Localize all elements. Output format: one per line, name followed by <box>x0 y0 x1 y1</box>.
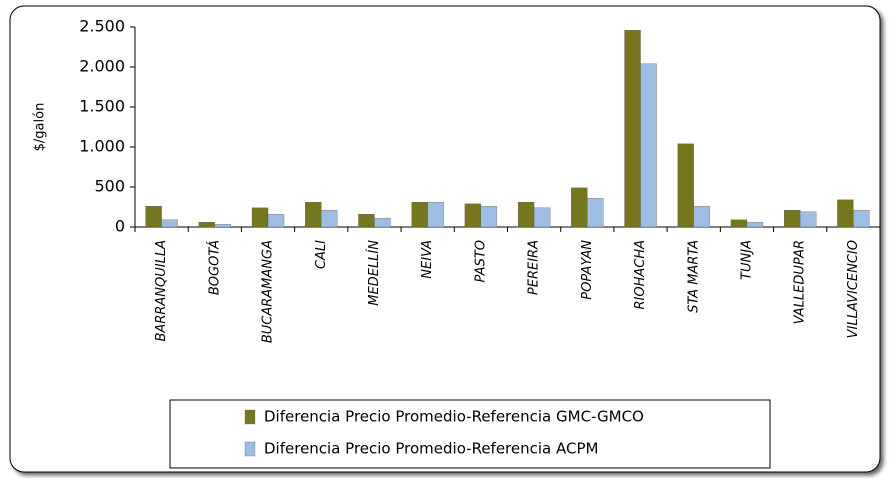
bar <box>358 214 375 228</box>
x-tick-label: BUCARAMANGA <box>261 240 276 343</box>
bar <box>800 211 817 228</box>
bar <box>677 143 694 228</box>
bar <box>411 202 428 228</box>
y-axis-label: $/galón <box>33 103 48 152</box>
x-tick-label: MEDELLÍN <box>366 240 382 306</box>
bar <box>533 207 551 228</box>
x-tick-label: BOGOTÁ <box>206 240 222 295</box>
bar <box>517 202 535 228</box>
legend-swatch <box>244 409 256 425</box>
x-tick-label: STA MARTA <box>686 240 701 313</box>
x-tick-label: VALLEDUPAR <box>793 240 808 324</box>
bar <box>480 206 498 228</box>
bar <box>374 218 391 228</box>
bar <box>587 198 604 228</box>
bar <box>853 210 870 228</box>
legend-swatch <box>244 441 256 457</box>
x-tick-label: PEREIRA <box>527 240 542 295</box>
bar <box>784 210 801 228</box>
legend-box <box>169 399 771 469</box>
x-tick-label: VILLAVICENCIO <box>846 240 861 338</box>
bar <box>267 214 285 228</box>
bar <box>693 206 710 228</box>
y-tick-label: 2.500 <box>79 17 125 36</box>
bar <box>837 199 854 228</box>
bar <box>214 224 231 228</box>
legend-label: Diferencia Precio Promedio-Referencia AC… <box>264 440 598 458</box>
bar <box>321 210 338 228</box>
y-tick-label: 1.000 <box>79 137 125 156</box>
y-tick-label: 500 <box>94 177 125 196</box>
y-tick-label: 2.000 <box>79 57 125 76</box>
x-tick-label: PASTO <box>473 240 488 283</box>
bar <box>624 30 641 228</box>
bar <box>464 203 482 228</box>
bar <box>730 219 748 228</box>
bar <box>640 63 657 228</box>
legend-label: Diferencia Precio Promedio-Referencia GM… <box>264 408 644 426</box>
x-tick-label: POPAYAN <box>580 240 595 300</box>
chart-frame <box>9 5 881 473</box>
bar <box>571 187 588 228</box>
y-tick-label: 1.500 <box>79 97 125 116</box>
bar <box>161 219 178 228</box>
bar <box>305 202 322 228</box>
x-tick-label: BARRANQUILLA <box>154 240 169 341</box>
bar <box>251 207 269 228</box>
x-tick-label: NEIVA <box>420 240 435 279</box>
bar <box>145 206 162 228</box>
bar <box>746 222 764 228</box>
x-tick-label: RIOHACHA <box>633 240 648 310</box>
x-tick-label: CALI <box>314 240 329 269</box>
bar <box>198 222 215 228</box>
bar <box>427 202 444 228</box>
x-tick-label: TUNJA <box>739 240 754 280</box>
y-tick-label: 0 <box>115 217 125 236</box>
